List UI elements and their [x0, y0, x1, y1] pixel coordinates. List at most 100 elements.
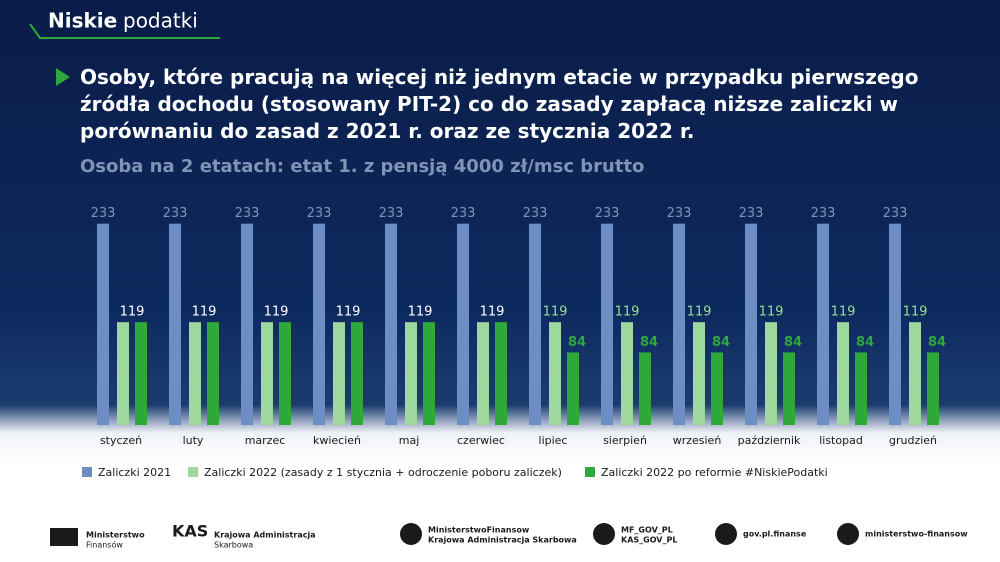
bar: [909, 322, 921, 425]
value-label: 84: [856, 335, 874, 350]
bar: [783, 352, 795, 425]
value-label: 84: [640, 335, 658, 350]
bar: [693, 322, 705, 425]
value-label: 119: [831, 305, 856, 320]
bar: [711, 352, 723, 425]
x-tick-label: luty: [183, 434, 204, 447]
bar: [169, 223, 181, 425]
value-label: 119: [687, 305, 712, 320]
x-tick-label: maj: [399, 434, 420, 447]
value-label: 233: [667, 206, 692, 221]
bar: [313, 223, 325, 425]
value-label: 84: [712, 335, 730, 350]
bar: [837, 322, 849, 425]
youtube-icon: [400, 523, 422, 545]
footer-text: Ministerstwo: [86, 531, 145, 540]
brand: podatki: [123, 9, 198, 33]
x-tick-label: styczeń: [100, 434, 142, 447]
bar: [889, 223, 901, 425]
chart-subtitle: Osoba na 2 etatach: etat 1. z pensją 400…: [80, 156, 645, 177]
bar: [207, 322, 219, 425]
x-tick-label: wrzesień: [673, 434, 722, 447]
brand-bold: Niskie: [48, 9, 117, 33]
footer-text: Krajowa Administracja Skarbowa: [428, 536, 577, 545]
value-label: 233: [307, 206, 332, 221]
bar: [457, 223, 469, 425]
x-tick-label: kwiecień: [313, 434, 361, 447]
bar: [117, 322, 129, 425]
value-label: 119: [903, 305, 928, 320]
x-tick-label: lipiec: [539, 434, 568, 447]
bar: [261, 322, 273, 425]
footer-text: MinisterstwoFinansow: [428, 526, 530, 535]
footer-text: ministerstwo-finansow: [865, 530, 968, 539]
bar: [477, 322, 489, 425]
legend-label: Zaliczki 2022 po reformie #NiskiePodatki: [601, 466, 828, 479]
value-label: 233: [91, 206, 116, 221]
bar: [405, 322, 417, 425]
bar: [567, 352, 579, 425]
bar: [423, 322, 435, 425]
bar: [639, 352, 651, 425]
value-label: 119: [480, 305, 505, 320]
legend-swatch: [188, 467, 198, 477]
footer-text: Finansów: [86, 540, 123, 550]
bar: [495, 322, 507, 425]
bar: [927, 352, 939, 425]
chart-title: Osoby, które pracują na więcej niż jedny…: [80, 65, 919, 143]
value-label: 233: [523, 206, 548, 221]
x-tick-label: marzec: [245, 434, 286, 447]
value-label: 119: [408, 305, 433, 320]
x-tick-label: listopad: [819, 434, 863, 447]
footer-text: MF_GOV_PL: [621, 526, 673, 535]
x-tick-label: grudzień: [889, 434, 937, 447]
legend-label: Zaliczki 2021: [98, 466, 171, 479]
value-label: 119: [264, 305, 289, 320]
value-label: 233: [739, 206, 764, 221]
value-label: 119: [615, 305, 640, 320]
bar: [601, 223, 613, 425]
value-label: 233: [811, 206, 836, 221]
brand-line: [29, 23, 220, 39]
x-tick-label: sierpień: [603, 434, 647, 447]
bar: [549, 322, 561, 425]
bar: [333, 322, 345, 425]
value-label: 233: [235, 206, 260, 221]
bar: [385, 223, 397, 425]
bar: [855, 352, 867, 425]
bar: [279, 322, 291, 425]
bar: [97, 223, 109, 425]
linkedin-icon: [837, 523, 859, 545]
twitter-icon: [593, 523, 615, 545]
footer-text: KAS_GOV_PL: [621, 536, 677, 545]
bullet: [56, 68, 70, 86]
bar: [621, 322, 633, 425]
value-label: 119: [192, 305, 217, 320]
footer-text: gov.pl.finanse: [743, 530, 807, 539]
value-label: 233: [595, 206, 620, 221]
value-label: 233: [163, 206, 188, 221]
mf-logo: [50, 528, 78, 546]
bar: [241, 223, 253, 425]
kas-logo: KAS: [172, 522, 208, 541]
legend-swatch: [82, 467, 92, 477]
bar: [673, 223, 685, 425]
value-label: 119: [759, 305, 784, 320]
footer-text: Skarbowa: [214, 541, 253, 550]
value-label: 84: [928, 335, 946, 350]
x-tick-label: czerwiec: [457, 434, 505, 447]
legend-label: Zaliczki 2022 (zasady z 1 stycznia + odr…: [204, 466, 562, 479]
bar: [765, 322, 777, 425]
footer: [0, 505, 1000, 562]
legend-swatch: [585, 467, 595, 477]
value-label: 233: [451, 206, 476, 221]
x-tick-label: październik: [738, 434, 801, 447]
bar: [817, 223, 829, 425]
value-label: 119: [120, 305, 145, 320]
value-label: 119: [543, 305, 568, 320]
facebook-icon: [715, 523, 737, 545]
value-label: 233: [883, 206, 908, 221]
bar: [745, 223, 757, 425]
